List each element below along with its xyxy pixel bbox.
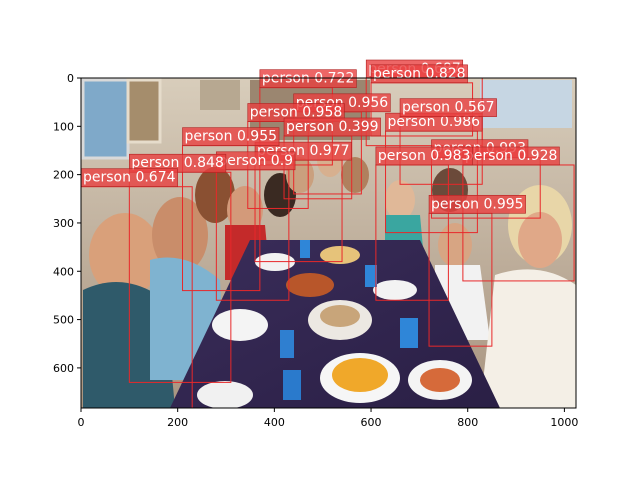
svg-text:person 0.567: person 0.567 [402, 100, 495, 116]
svg-text:person 0.9: person 0.9 [218, 153, 293, 169]
x-tick-label: 600 [361, 416, 382, 429]
x-axis-ticks: 0 200 400 600 800 1000 [78, 408, 578, 429]
y-tick-label: 500 [53, 314, 74, 327]
y-axis-ticks: 0 100 200 300 400 500 600 [53, 72, 81, 375]
x-tick-label: 1000 [550, 416, 578, 429]
y-tick-label: 400 [53, 265, 74, 278]
detection-label: person 0.722 [259, 69, 357, 88]
x-tick-label: 0 [78, 416, 85, 429]
x-tick-label: 800 [457, 416, 478, 429]
svg-text:person 0.986: person 0.986 [388, 114, 481, 130]
svg-text:person 0.848: person 0.848 [131, 155, 224, 171]
detection-label: person 0.567 [399, 98, 497, 117]
y-tick-label: 300 [53, 217, 74, 230]
svg-text:person 0.955: person 0.955 [185, 129, 278, 145]
y-tick-label: 0 [67, 72, 74, 85]
detection-label: person 0.828 [370, 64, 468, 84]
detection-label: person 0.983 [375, 146, 473, 166]
y-tick-label: 200 [53, 169, 74, 182]
svg-text:person 0.995: person 0.995 [431, 196, 524, 212]
axes-frame [80, 77, 577, 409]
detection-label: person 0.9 [216, 151, 296, 171]
svg-text:person 0.722: person 0.722 [262, 71, 355, 87]
svg-text:person 0.958: person 0.958 [250, 104, 343, 120]
detection-label: person 0.928 [462, 146, 560, 166]
detection-label: person 0.955 [182, 127, 280, 146]
detection-label: person 0.995 [428, 194, 526, 214]
detection-label: person 0.399 [283, 117, 381, 137]
y-tick-label: 100 [53, 120, 74, 133]
detection-label: person 0.674 [80, 168, 178, 188]
detection-label: person 0.958 [247, 103, 345, 122]
svg-text:person 0.674: person 0.674 [83, 170, 176, 186]
svg-text:person 0.399: person 0.399 [286, 119, 379, 135]
svg-text:person 0.983: person 0.983 [378, 148, 471, 164]
x-tick-label: 400 [264, 416, 285, 429]
y-tick-label: 600 [53, 362, 74, 375]
svg-text:person 0.928: person 0.928 [465, 148, 558, 164]
x-tick-label: 200 [167, 416, 188, 429]
svg-text:person 0.828: person 0.828 [373, 66, 466, 82]
